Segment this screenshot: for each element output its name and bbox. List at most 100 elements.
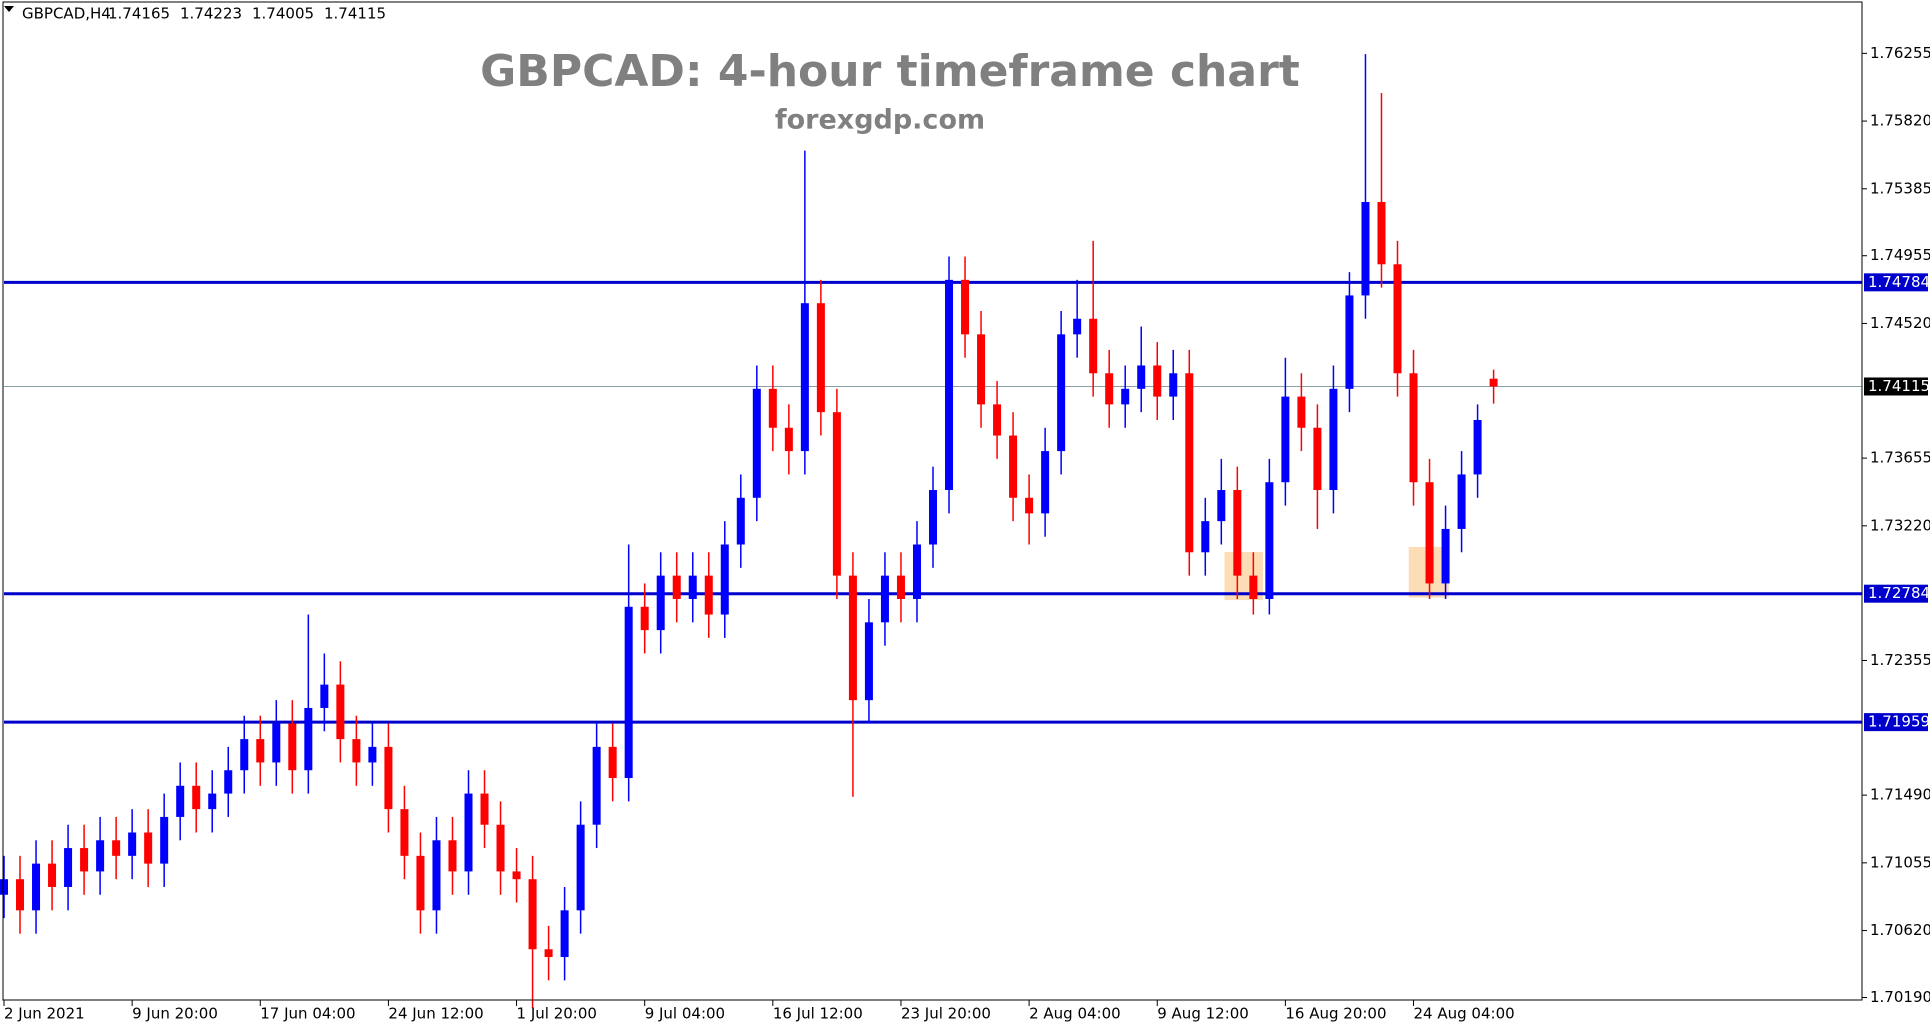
chart-title: GBPCAD: 4-hour timeframe chart [480,46,1300,97]
y-tick-label: 1.70190 [1870,988,1930,1006]
candle-body [1473,419,1482,475]
header-open: 1.74165 [108,5,170,23]
candle-body [320,684,329,708]
candle-body [1377,202,1386,265]
candle-body [961,279,970,335]
candle-body [1041,451,1050,514]
candle-body [784,427,793,452]
candle-body [1329,388,1338,491]
header-low: 1.74005 [252,5,314,23]
level-label: 1.74784 [1868,273,1930,291]
candle-body [544,949,553,958]
candle-body [496,824,505,872]
candle-body [80,848,89,872]
candle-body [464,793,473,872]
header-close: 1.74115 [324,5,386,23]
candle-body [1409,373,1418,483]
symbol: GBPCAD,H4 [22,5,111,23]
candle-body [112,840,121,856]
y-tick-label: 1.76255 [1870,44,1930,62]
candle-body [704,575,713,615]
candle-body [672,575,681,599]
y-tick-label: 1.73655 [1870,449,1930,467]
x-tick-label: 16 Jul 12:00 [773,1005,863,1023]
y-tick-label: 1.73220 [1870,516,1930,534]
candle-body [0,879,9,895]
chart-subtitle: forexgdp.com [775,105,985,136]
header-high: 1.74223 [180,5,242,23]
y-tick-label: 1.70620 [1870,921,1930,939]
candle-body [1361,202,1370,296]
candle-body [448,840,457,872]
candle-body [256,739,265,763]
candle-body [160,816,169,864]
candle-body [624,606,633,779]
x-tick-label: 9 Aug 12:00 [1157,1005,1249,1023]
candle-body [800,303,809,452]
candle-body [1089,318,1098,374]
candle-body [993,404,1002,436]
candle-body [1057,334,1066,452]
candle-body [384,746,393,810]
candle-body [1153,365,1162,397]
candle-body [32,863,41,911]
candle-body [16,879,25,911]
candle-body [528,879,537,950]
y-tick-label: 1.72355 [1870,651,1930,669]
candle-body [1441,528,1450,584]
candle-body [1489,378,1498,387]
candle-body [1345,295,1354,389]
candle-body [288,723,297,771]
candle-body [1025,497,1034,514]
level-label: 1.72784 [1868,584,1930,602]
candle-body [1105,373,1114,405]
candle-body [128,832,137,856]
candle-body [240,739,249,771]
candle-body [945,279,954,491]
candle-body [752,388,761,498]
candle-body [1297,396,1306,428]
candle-body [640,606,649,631]
candle-body [144,832,153,864]
candle-body [336,684,345,740]
candle-body [1281,396,1290,483]
y-tick-label: 1.71055 [1870,853,1930,871]
x-tick-label: 9 Jul 04:00 [645,1005,725,1023]
candle-body [768,388,777,428]
collapse-arrow [4,6,14,12]
x-tick-label: 2 Aug 04:00 [1029,1005,1121,1023]
candle-body [1137,365,1146,389]
candle-body [688,575,697,599]
level-label-bg [1864,584,1928,603]
x-tick-label: 1 Jul 20:00 [517,1005,597,1023]
candle-body [1313,427,1322,491]
candle-body [368,746,377,763]
level-label: 1.71959 [1868,713,1930,731]
y-tick-label: 1.74955 [1870,246,1930,264]
candle-body [304,707,313,771]
candle-body [272,723,281,763]
candle-body [416,855,425,911]
y-tick-label: 1.74520 [1870,314,1930,332]
candle-body [1249,575,1258,599]
x-tick-label: 24 Aug 04:00 [1414,1005,1515,1023]
candle-body [1169,373,1178,397]
candle-body [176,785,185,817]
candle-body [656,575,665,631]
candle-body [896,575,905,599]
candle-body [1457,474,1466,529]
candle-body [608,746,617,779]
candle-body [1217,490,1226,522]
candle-body [912,544,921,599]
candle-body [1425,482,1434,584]
candle-body [816,303,825,413]
candle-body [1073,318,1082,335]
candle-body [432,840,441,911]
level-label-bg [1864,713,1928,732]
x-tick-label: 23 Jul 20:00 [901,1005,991,1023]
candle-body [208,793,217,810]
candle-body [512,871,521,880]
candle-body [48,863,57,887]
